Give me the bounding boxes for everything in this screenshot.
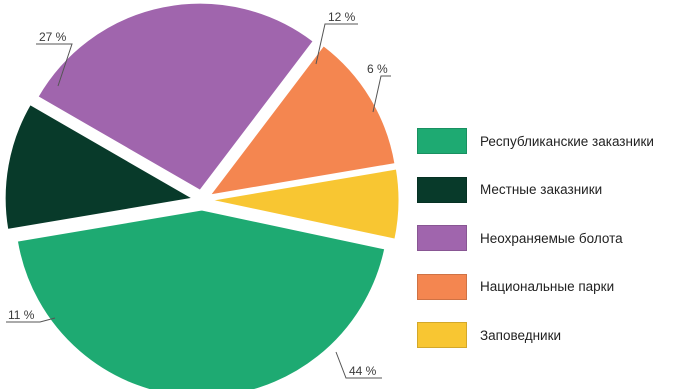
legend-label: Заповедники <box>480 327 562 343</box>
legend-item-local-reserves: Местные заказники <box>417 166 684 215</box>
leader-line-44 <box>335 351 382 379</box>
pie-slices <box>4 2 400 389</box>
legend: Республиканские заказники Местные заказн… <box>417 117 684 360</box>
legend-swatch <box>417 176 467 203</box>
value-label-11: 11 % <box>8 308 35 322</box>
leader-line-27 <box>36 43 73 87</box>
leader-line-12 <box>315 23 358 65</box>
value-label-27: 27 % <box>39 30 67 44</box>
legend-item-nature-reserves: Заповедники <box>417 311 684 360</box>
legend-item-republican-reserves: Республиканские заказники <box>417 117 684 166</box>
value-label-12: 12 % <box>328 10 356 24</box>
value-label-6: 6 % <box>367 62 388 76</box>
pie-slice-national-parks <box>209 45 396 196</box>
leader-line-6 <box>372 75 391 113</box>
leader-lines <box>6 23 391 379</box>
leader-line-11 <box>6 317 56 323</box>
value-labels: 44 % 11 % 27 % 12 % 6 % <box>8 10 388 378</box>
pie-slice-unprotected-bogs <box>37 2 314 191</box>
legend-label: Национальные парки <box>480 279 615 295</box>
value-label-44: 44 % <box>349 364 377 378</box>
legend-swatch <box>417 128 467 155</box>
pie-slice-local-reserves <box>4 104 194 230</box>
legend-item-unprotected-bogs: Неохраняемые болота <box>417 214 684 263</box>
legend-swatch <box>417 225 467 252</box>
pie-slice-nature-reserves <box>211 168 400 240</box>
legend-label: Неохраняемые болота <box>480 230 623 246</box>
legend-label: Республиканские заказники <box>480 133 654 149</box>
legend-swatch <box>417 273 467 300</box>
legend-item-national-parks: Национальные парки <box>417 263 684 312</box>
legend-swatch <box>417 322 467 349</box>
pie-slice-republican-reserves <box>16 209 386 389</box>
legend-label: Местные заказники <box>480 182 603 198</box>
